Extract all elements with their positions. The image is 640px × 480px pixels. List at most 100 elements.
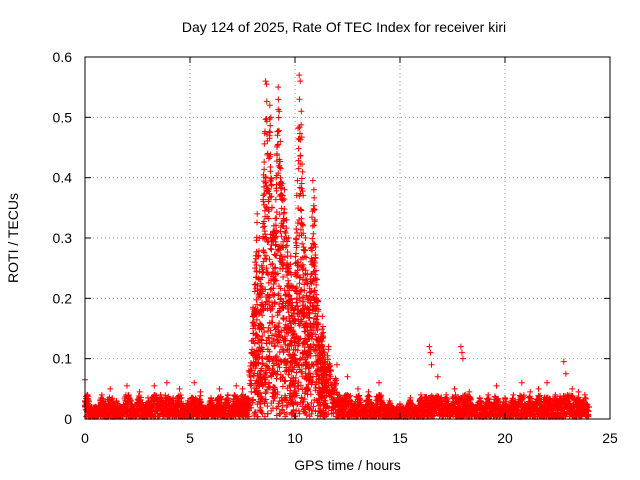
roti-point	[297, 382, 304, 389]
roti-point	[466, 388, 473, 395]
roti-point	[292, 377, 299, 384]
roti-point	[301, 287, 308, 294]
roti-point	[273, 181, 280, 188]
roti-point	[136, 388, 143, 395]
roti-point	[327, 368, 334, 375]
roti-point	[248, 381, 255, 388]
roti-point	[476, 394, 483, 401]
roti-point	[310, 403, 317, 410]
roti-point	[262, 78, 269, 85]
roti-point	[275, 301, 282, 308]
roti-point	[333, 377, 340, 384]
roti-point	[275, 96, 282, 103]
roti-point	[458, 349, 465, 356]
roti-point	[170, 394, 177, 401]
roti-point	[253, 316, 260, 323]
roti-point	[257, 404, 264, 411]
roti-point	[254, 219, 261, 226]
roti-point	[260, 247, 267, 254]
roti-point	[264, 386, 271, 393]
roti-point	[298, 121, 305, 128]
roti-point	[304, 271, 311, 278]
plot-frame	[84, 56, 611, 420]
roti-point	[247, 382, 254, 389]
roti-point	[309, 223, 316, 230]
roti-point	[224, 391, 231, 398]
roti-point	[304, 322, 311, 329]
roti-point	[267, 122, 274, 129]
roti-point	[284, 238, 291, 245]
roti-point	[297, 399, 304, 406]
roti-point	[260, 305, 267, 312]
roti-point	[308, 410, 315, 417]
roti-point	[295, 145, 302, 152]
roti-point	[560, 358, 567, 365]
roti-point	[311, 241, 318, 248]
roti-point	[247, 377, 254, 384]
roti-point	[272, 342, 279, 349]
roti-point	[451, 385, 458, 392]
roti-point	[262, 175, 269, 181]
roti-point	[277, 165, 284, 172]
roti-point	[295, 361, 302, 368]
roti-point	[301, 281, 308, 288]
roti-point	[264, 298, 271, 305]
roti-point	[273, 215, 280, 222]
roti-point	[245, 367, 252, 374]
roti-point	[274, 389, 281, 396]
roti-point	[330, 410, 337, 417]
roti-point	[365, 388, 372, 395]
roti-point	[296, 130, 303, 137]
roti-point	[278, 233, 285, 240]
roti-point	[248, 367, 255, 374]
roti-point	[304, 401, 311, 408]
roti-point	[321, 349, 328, 356]
roti-point	[285, 309, 292, 316]
roti-point	[434, 373, 441, 380]
roti-point	[264, 410, 271, 417]
roti-point	[269, 260, 276, 267]
roti-point	[270, 398, 277, 405]
roti-point	[258, 365, 265, 372]
roti-point	[376, 409, 383, 416]
roti-point	[520, 392, 527, 399]
roti-point	[291, 306, 298, 313]
roti-point	[292, 271, 298, 278]
roti-point	[260, 258, 267, 265]
roti-point	[457, 343, 464, 350]
roti-point	[128, 397, 135, 404]
roti-point	[272, 242, 279, 249]
roti-point	[287, 261, 294, 268]
roti-point	[278, 327, 285, 334]
roti-point	[562, 370, 569, 377]
roti-point	[299, 188, 306, 195]
roti-point	[253, 261, 260, 268]
roti-point	[281, 409, 288, 416]
roti-point	[295, 260, 302, 267]
roti-point	[107, 385, 114, 392]
roti-point	[303, 412, 310, 419]
roti-point	[239, 385, 246, 392]
roti-point	[163, 379, 170, 386]
roti-point	[177, 392, 184, 399]
roti-point	[261, 329, 268, 336]
roti-point	[355, 385, 361, 392]
roti-point	[291, 364, 298, 371]
roti-point	[274, 270, 281, 277]
roti-point	[267, 151, 274, 158]
roti-point	[301, 396, 308, 403]
roti-point	[311, 287, 318, 294]
roti-point	[124, 382, 130, 389]
roti-point	[282, 378, 289, 385]
roti-point	[298, 207, 305, 214]
roti-point	[296, 336, 303, 343]
roti-point	[254, 210, 261, 217]
roti-point	[277, 138, 284, 145]
roti-point	[285, 265, 292, 272]
roti-point	[283, 315, 290, 322]
roti-point	[259, 312, 266, 319]
roti-point	[325, 343, 332, 350]
roti-point	[312, 267, 319, 274]
roti-point	[303, 254, 310, 261]
